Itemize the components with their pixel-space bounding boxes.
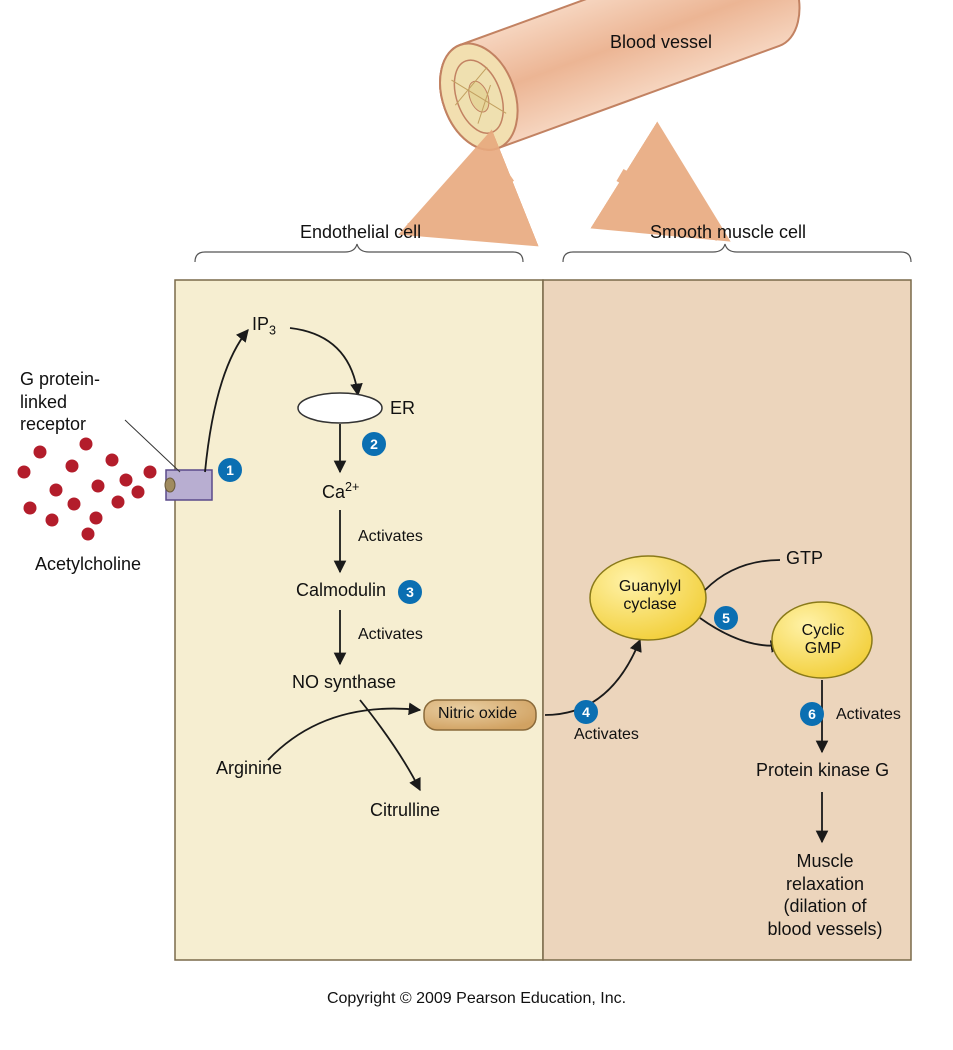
acetylcholine-dot — [18, 466, 31, 479]
acetylcholine-dot — [144, 466, 157, 479]
activates-2: Activates — [358, 626, 423, 644]
acetylcholine-dot — [106, 454, 119, 467]
receptor-leader — [125, 420, 180, 472]
badge-1: 1 — [218, 458, 242, 482]
activates-4: Activates — [574, 726, 639, 744]
ca-label: Ca2+ — [322, 480, 359, 503]
gtp-label: GTP — [786, 548, 823, 569]
activates-6: Activates — [836, 706, 901, 724]
acetylcholine-dot — [92, 480, 105, 493]
acetylcholine-dot — [82, 528, 95, 541]
badge-2: 2 — [362, 432, 386, 456]
bracket-smooth — [563, 244, 911, 262]
er-label: ER — [390, 398, 415, 419]
acetylcholine-dot — [66, 460, 79, 473]
acetylcholine-dot — [46, 514, 59, 527]
acetylcholine-dot — [50, 484, 63, 497]
citrulline-label: Citrulline — [370, 800, 440, 821]
receptor-label: G protein- linked receptor — [20, 368, 100, 436]
badge-3: 3 — [398, 580, 422, 604]
acetylcholine-dot — [80, 438, 93, 451]
nos-label: NO synthase — [292, 672, 396, 693]
blood-vessel-icon — [426, 0, 813, 161]
acetylcholine-label: Acetylcholine — [35, 554, 141, 575]
relax-label: Muscle relaxation (dilation of blood ves… — [760, 850, 890, 940]
smooth-muscle-label: Smooth muscle cell — [650, 222, 806, 243]
endothelial-box — [175, 280, 543, 960]
ip3-label: IP3 — [252, 314, 276, 338]
copyright: Copyright © 2009 Pearson Education, Inc. — [0, 990, 953, 1008]
acetylcholine-dot — [120, 474, 133, 487]
diagram-canvas: Blood vessel Endothelial cell Smooth mus… — [0, 0, 953, 1050]
acetylcholine-dot — [24, 502, 37, 515]
acetylcholine-dot — [90, 512, 103, 525]
bracket-endothelial — [195, 244, 523, 262]
gc-label: Guanylyl cyclase — [612, 578, 688, 615]
acetylcholine-dot — [132, 486, 145, 499]
endothelial-label: Endothelial cell — [300, 222, 421, 243]
cgmp-label: Cyclic GMP — [794, 622, 852, 659]
nitric-oxide-label: Nitric oxide — [438, 705, 517, 723]
acetylcholine-dot — [68, 498, 81, 511]
acetylcholine-dot — [34, 446, 47, 459]
calmodulin-label: Calmodulin — [296, 580, 386, 601]
acetylcholine-dot — [112, 496, 125, 509]
arginine-label: Arginine — [216, 758, 282, 779]
activates-1: Activates — [358, 528, 423, 546]
badge-5: 5 — [714, 606, 738, 630]
blood-vessel-label: Blood vessel — [610, 32, 712, 53]
arrow-vessel-left — [410, 175, 510, 230]
er-icon — [298, 393, 382, 423]
pkg-label: Protein kinase G — [756, 760, 889, 781]
badge-6: 6 — [800, 702, 824, 726]
badge-4: 4 — [574, 700, 598, 724]
